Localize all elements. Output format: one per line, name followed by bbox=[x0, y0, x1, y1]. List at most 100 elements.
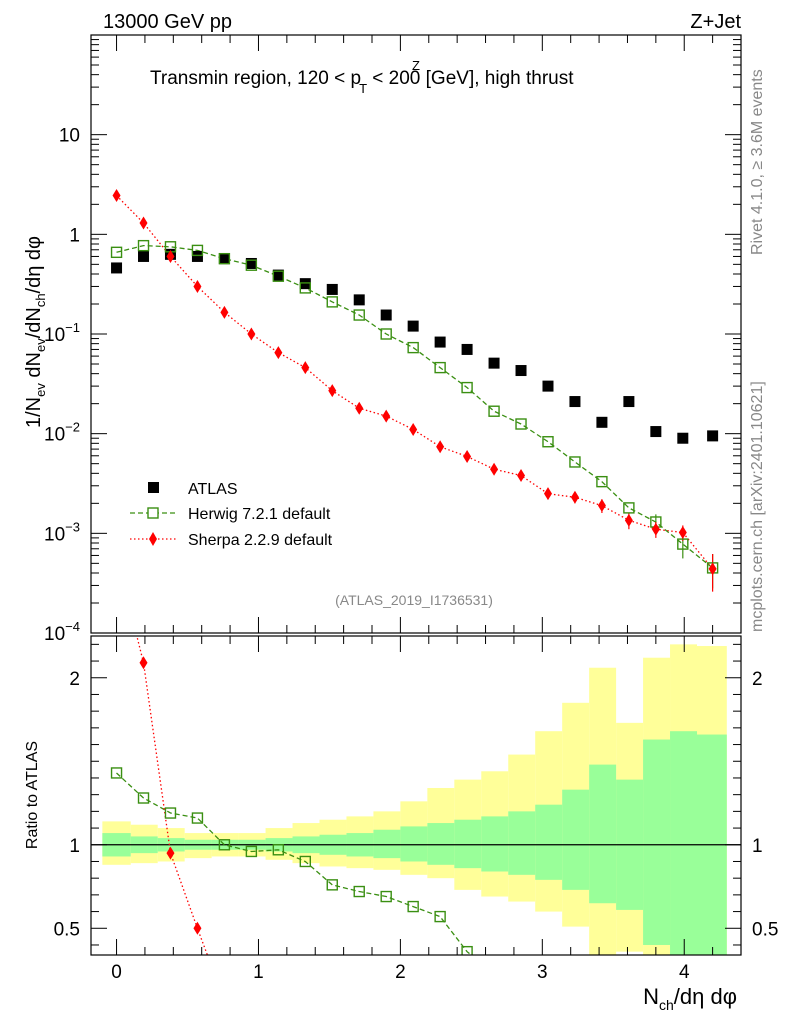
ratio-ytick-label-left: 0.5 bbox=[54, 919, 80, 940]
legend-atlas-label: ATLAS bbox=[188, 481, 238, 498]
x-tick-label: 2 bbox=[395, 962, 406, 983]
herwig-ratio-point bbox=[353, 885, 365, 898]
title-sup: Z bbox=[412, 58, 420, 73]
atlas-point bbox=[623, 396, 635, 408]
atlas-point bbox=[299, 278, 311, 290]
atlas-point bbox=[326, 283, 338, 295]
sherpa-point bbox=[490, 462, 499, 476]
atlas-point bbox=[596, 416, 608, 428]
herwig-ratio-point bbox=[191, 812, 204, 824]
herwig-point bbox=[677, 538, 689, 550]
ratio-band-inner bbox=[400, 826, 428, 862]
sherpa-ratio-point bbox=[139, 656, 148, 670]
herwig-point bbox=[191, 244, 204, 257]
sherpa-point bbox=[678, 525, 687, 539]
main-y-axis-label: 1/Nev dNev/dNch/dη dφ bbox=[23, 236, 48, 428]
sherpa-point bbox=[624, 513, 633, 527]
herwig-point bbox=[515, 418, 527, 430]
main-panel: 10 1 10−1 10−2 10−3 10−4 Transmin region, 120… bbox=[23, 34, 742, 645]
main-ytick-label: 10−2 bbox=[44, 420, 80, 446]
sherpa-point bbox=[328, 384, 337, 398]
title-pre: Transmin region, 120 < p bbox=[150, 68, 361, 89]
sherpa-point bbox=[355, 401, 364, 415]
atlas-point bbox=[111, 262, 123, 274]
ratio-ticks bbox=[91, 636, 742, 955]
ratio-ytick-label-right: 1 bbox=[752, 836, 763, 857]
atlas-point bbox=[191, 250, 203, 262]
main-ytick-label: 1 bbox=[69, 225, 80, 246]
main-ytick-label: 10−4 bbox=[44, 619, 80, 645]
ratio-band-inner bbox=[454, 819, 482, 869]
atlas-point bbox=[488, 357, 500, 369]
herwig-ratio-line bbox=[116, 772, 472, 955]
sherpa-ratio-point bbox=[166, 846, 175, 860]
ratio-band-inner bbox=[427, 823, 455, 865]
atlas-point bbox=[650, 426, 662, 438]
herwig-point bbox=[299, 282, 312, 294]
herwig-point bbox=[218, 252, 231, 265]
sherpa-point bbox=[274, 346, 283, 360]
herwig-point bbox=[272, 270, 285, 282]
ratio-band-inner bbox=[562, 789, 590, 890]
sherpa-ratio-line bbox=[136, 636, 209, 955]
atlas-point bbox=[677, 432, 689, 444]
atlas-point bbox=[461, 343, 473, 355]
main-ytick-label: 10−1 bbox=[44, 320, 80, 346]
atlas-point bbox=[272, 269, 284, 281]
sherpa-point bbox=[301, 361, 310, 375]
legend-herwig-label: Herwig 7.2.1 default bbox=[188, 506, 331, 523]
sherpa-point bbox=[597, 499, 606, 513]
ratio-plot-layer bbox=[91, 636, 741, 955]
herwig-line bbox=[116, 244, 714, 569]
atlas-point bbox=[542, 380, 554, 392]
herwig-point bbox=[434, 361, 446, 374]
title-post: < 200 [GeV], high thrust bbox=[367, 68, 574, 89]
herwig-point bbox=[326, 296, 338, 308]
herwig-ratio-point bbox=[407, 900, 419, 913]
ratio-band-inner bbox=[643, 739, 671, 945]
x-tick-label: 0 bbox=[111, 962, 122, 983]
herwig-point bbox=[542, 436, 554, 448]
atlas-point bbox=[515, 365, 527, 377]
x-tick-label: 1 bbox=[253, 962, 264, 983]
atlas-point bbox=[138, 250, 150, 262]
atlas-point bbox=[434, 336, 446, 348]
sherpa-point bbox=[570, 490, 579, 504]
sherpa-point bbox=[193, 279, 202, 293]
ratio-y-axis-label: Ratio to ATLAS bbox=[24, 741, 41, 849]
main-ticks bbox=[91, 35, 742, 634]
main-ytick-labels: 10 1 10−1 10−2 10−3 10−4 bbox=[44, 126, 80, 645]
ratio-band-inner bbox=[589, 764, 617, 904]
herwig-ratio-point bbox=[272, 844, 285, 856]
atlas-point bbox=[245, 257, 257, 269]
herwig-ratio-point bbox=[164, 807, 177, 819]
herwig-point bbox=[596, 475, 608, 488]
ratio-ytick-label-right: 0.5 bbox=[752, 919, 778, 940]
ratio-ytick-label-left: 2 bbox=[69, 669, 80, 690]
ratio-band-inner bbox=[670, 731, 698, 955]
sherpa-point bbox=[409, 423, 418, 437]
herwig-ratio-point bbox=[434, 910, 446, 923]
x-tick-label: 4 bbox=[679, 962, 690, 983]
herwig-point bbox=[488, 405, 500, 417]
ratio-panel-frame bbox=[90, 635, 742, 956]
atlas-point bbox=[218, 253, 230, 265]
sherpa-point bbox=[708, 562, 717, 576]
atlas-point bbox=[380, 309, 392, 321]
herwig-point bbox=[110, 246, 123, 259]
main-ytick-label: 10−3 bbox=[44, 519, 80, 545]
ratio-band-inner bbox=[481, 816, 509, 872]
sherpa-point bbox=[247, 327, 256, 341]
herwig-point bbox=[569, 456, 581, 468]
herwig-point bbox=[353, 309, 365, 321]
legend-atlas-marker bbox=[148, 482, 159, 493]
ratio-panel: 0 1 2 3 4 0.5 0.5 1 1 2 2 Ratio to ATLAS Nch/dη dφ bbox=[24, 635, 779, 1013]
sherpa-point bbox=[112, 189, 121, 203]
herwig-point bbox=[245, 259, 258, 271]
herwig-ratio-point bbox=[137, 792, 150, 804]
herwig-ratio-point bbox=[245, 845, 258, 858]
ratio-tick-labels: 0 1 2 3 4 0.5 0.5 1 1 2 2 bbox=[54, 669, 779, 983]
herwig-point bbox=[461, 381, 473, 394]
rivet-version-label: Rivet 4.1.0, ≥ 3.6M events bbox=[749, 69, 766, 255]
